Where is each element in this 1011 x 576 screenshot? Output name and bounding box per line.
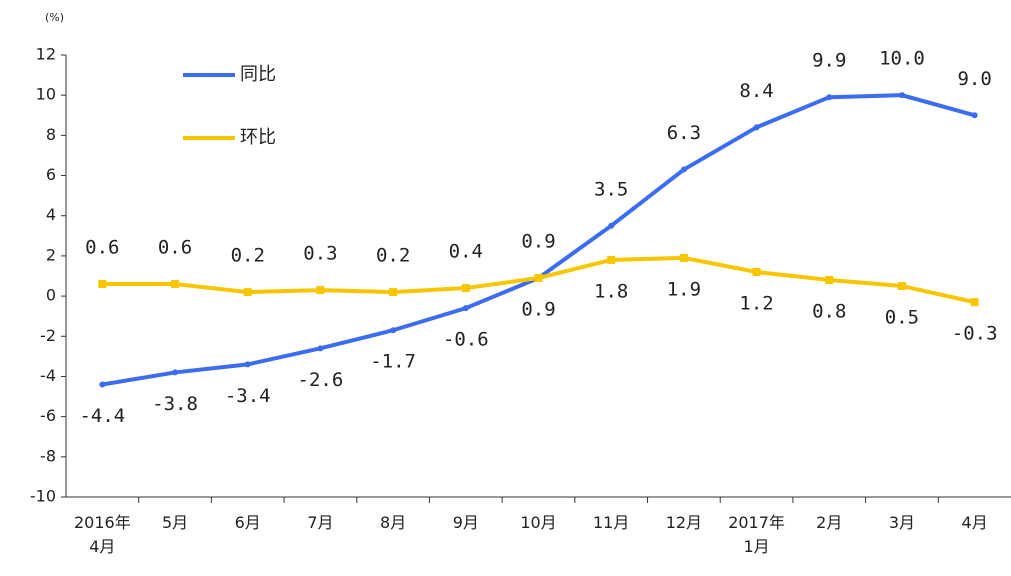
point (897, 282, 906, 291)
legend-label: 环比 (240, 127, 276, 148)
x-tick-label: 2016年 4月 (73, 513, 131, 556)
value-label: 3.5 (594, 178, 628, 200)
x-tick-label: 8月 (380, 513, 407, 532)
point (390, 327, 397, 334)
value-label: 0.6 (85, 237, 119, 259)
x-tick-label: 7月 (307, 513, 334, 532)
point (826, 94, 833, 101)
value-label: 0.9 (521, 299, 555, 321)
y-tick-label: 10 (36, 85, 56, 104)
point (316, 286, 325, 295)
value-label: -1.7 (370, 351, 416, 373)
value-label: 0.8 (812, 301, 846, 323)
value-label: 9.0 (957, 68, 991, 90)
value-label: 1.2 (739, 292, 773, 314)
y-tick-label: 12 (36, 45, 56, 64)
y-tick-label: -10 (30, 487, 56, 506)
value-label: 0.9 (521, 231, 555, 253)
value-label: 1.9 (667, 278, 701, 300)
point (244, 361, 251, 368)
point (971, 112, 978, 119)
value-label: 0.6 (158, 237, 192, 259)
x-tick-label: 4月 (961, 513, 988, 532)
value-label: 8.4 (739, 80, 773, 102)
point (679, 253, 688, 262)
value-label: 0.2 (231, 245, 265, 267)
value-label: 0.4 (449, 241, 483, 263)
point (898, 92, 905, 99)
point (171, 280, 180, 289)
x-tick-label: 9月 (452, 513, 479, 532)
point (98, 280, 107, 289)
value-label: 1.8 (594, 280, 628, 302)
value-label: -2.6 (298, 369, 344, 391)
point (461, 284, 470, 293)
value-label: 0.2 (376, 245, 410, 267)
y-label: (%) (45, 11, 64, 24)
y-tick-label: -4 (40, 366, 56, 385)
x-tick-label: 5月 (161, 513, 189, 532)
point (243, 288, 252, 297)
point (608, 222, 615, 229)
x-tick-label: 11月 (593, 513, 630, 532)
point (970, 298, 979, 307)
x-tick-label: 2017年 1月 (728, 513, 785, 556)
value-label: 0.3 (303, 243, 337, 265)
value-label: -0.6 (443, 329, 489, 351)
x-tick-label: 2月 (816, 513, 843, 532)
value-label: -3.8 (152, 393, 198, 415)
x-tick-label: 6月 (234, 513, 261, 532)
point (680, 166, 687, 173)
y-tick-label: -6 (40, 406, 56, 425)
point (317, 345, 324, 352)
x-tick-label: 3月 (888, 513, 916, 532)
value-label: -3.4 (225, 385, 271, 407)
x-tick-label: 10月 (520, 513, 557, 532)
point (607, 255, 616, 264)
value-label: 6.3 (667, 122, 701, 144)
value-label: 9.9 (812, 50, 846, 72)
point (752, 267, 761, 276)
point (389, 288, 398, 297)
legend-label: 同比 (240, 64, 276, 85)
y-tick-label: 8 (46, 125, 56, 144)
value-label: -4.4 (79, 405, 125, 427)
point (99, 381, 106, 388)
y-tick-label: 4 (46, 205, 56, 224)
y-tick-label: 2 (46, 245, 56, 264)
point (462, 305, 469, 312)
value-label: -0.3 (952, 323, 998, 345)
y-tick-label: 0 (46, 286, 56, 305)
y-tick-label: -8 (40, 446, 56, 465)
point (534, 274, 543, 283)
y-tick-label: -2 (40, 326, 56, 345)
point (172, 369, 179, 376)
x-tick-label: 12月 (665, 513, 703, 532)
point (825, 276, 834, 285)
point (753, 124, 760, 131)
value-label: 10.0 (879, 48, 925, 70)
y-tick-label: 6 (46, 165, 56, 184)
value-label: 0.5 (885, 307, 919, 329)
